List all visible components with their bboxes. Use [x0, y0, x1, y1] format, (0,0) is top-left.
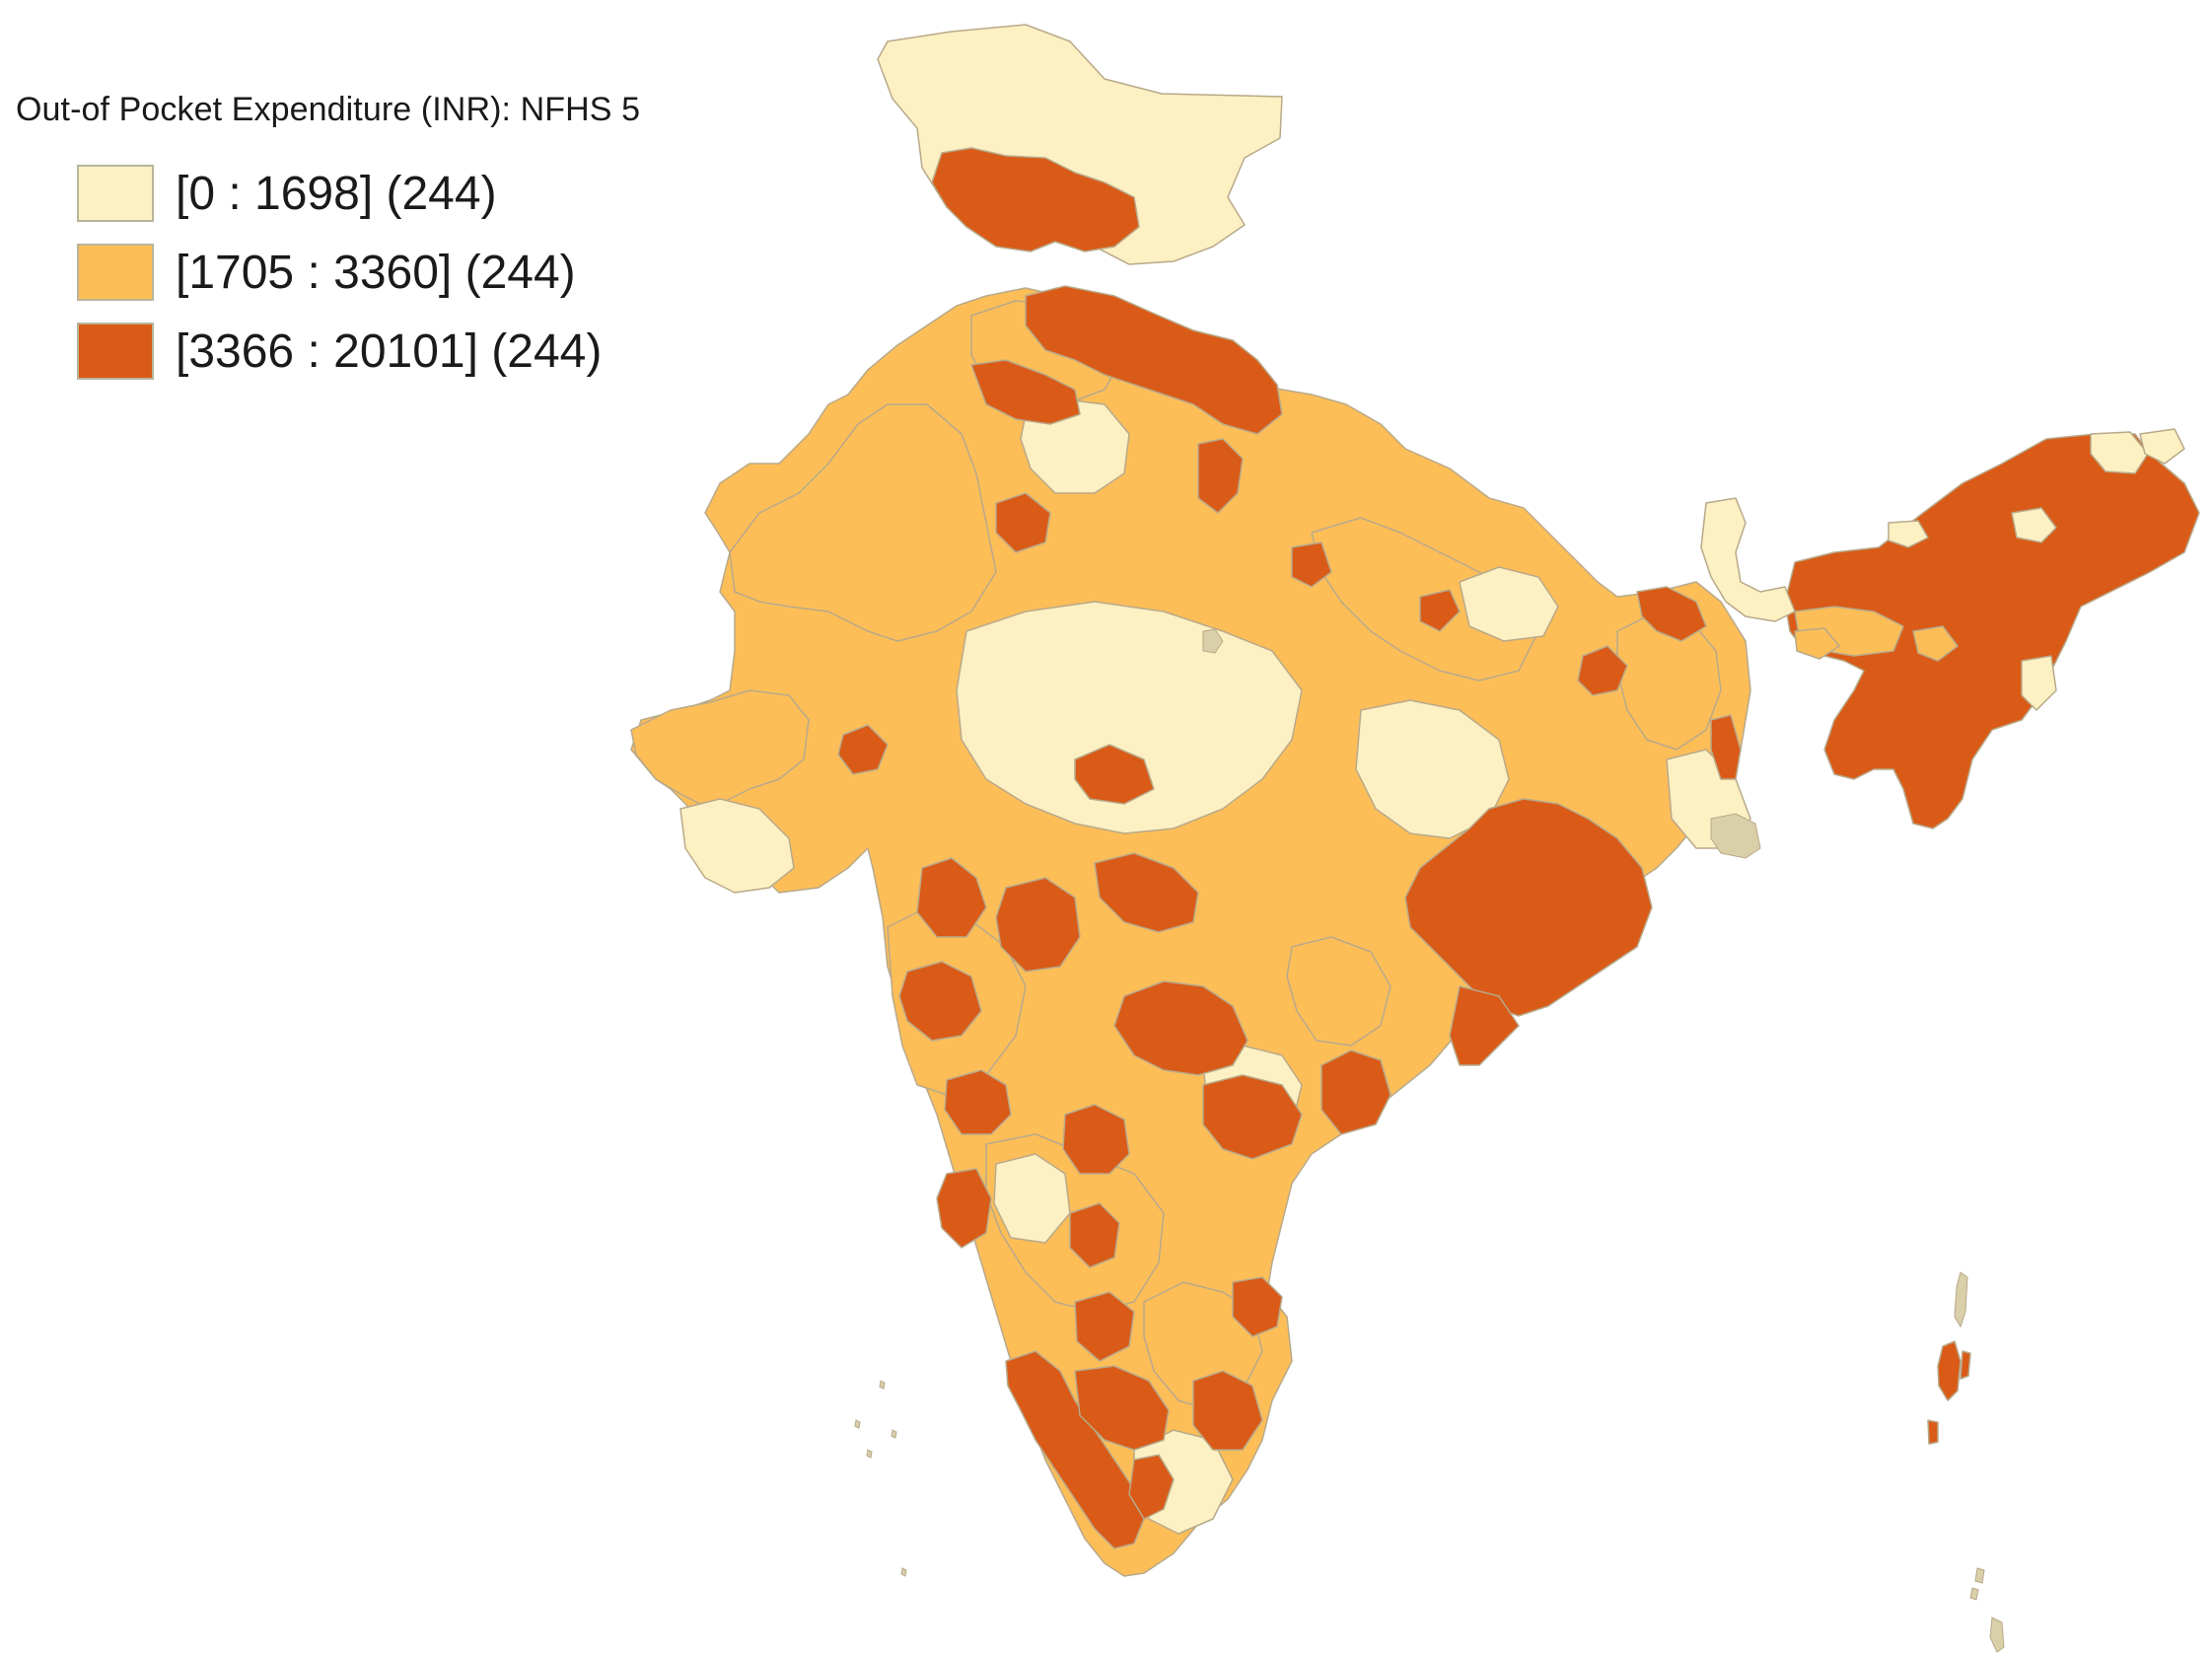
district-patch-ne-light-5 — [2139, 428, 2185, 465]
legend-swatch-medium — [77, 244, 154, 301]
district-patch-karnataka-deep — [1074, 1291, 1135, 1362]
district-patch-kerala — [1005, 1350, 1145, 1549]
district-patch-jharkhand-dark — [1577, 645, 1628, 696]
central-nodata-patch — [1202, 628, 1224, 654]
district-patch-haryana-dark — [970, 359, 1081, 425]
district-patch-gujarat — [630, 689, 810, 810]
district-patch-maharashtra-central — [995, 877, 1081, 973]
andaman-islands-north — [1954, 1271, 1968, 1329]
islands — [854, 628, 2005, 1653]
district-patch-himachal — [1025, 285, 1283, 435]
legend-title: Out-of Pocket Expenditure (INR): NFHS 5 — [16, 91, 641, 128]
district-patch-wb-north-dark — [1636, 586, 1707, 642]
district-patch-ne-light-1 — [2090, 431, 2149, 474]
legend-label-low: [0 : 1698] (244) — [176, 167, 497, 220]
region-northeast — [1784, 433, 2200, 829]
district-patch-ap-rayalaseema — [1232, 1276, 1283, 1337]
district-patch-tn-west — [1074, 1365, 1170, 1451]
andaman-islands-dark-2 — [1960, 1350, 1971, 1380]
district-patch-jk-south — [931, 147, 1140, 252]
district-patch-ap-south — [1202, 1074, 1303, 1160]
district-patch-central-light — [956, 601, 1303, 834]
legend-item-medium: [1705 : 3360] (244) — [77, 242, 640, 303]
district-patch-bihar-dark — [1419, 589, 1461, 632]
district-patch-bihar-light — [1459, 566, 1559, 642]
district-patch-maharashtra-east — [1094, 852, 1199, 933]
district-patch-mp-central — [1074, 744, 1155, 805]
map-legend: Out-of Pocket Expenditure (INR): NFHS 5 … — [16, 91, 640, 399]
legend-item-low: [0 : 1698] (244) — [77, 163, 640, 224]
district-patch-ne-medium-2 — [1794, 627, 1840, 660]
district-patch-ne-light-4 — [2021, 655, 2057, 711]
district-patch-telangana — [1113, 980, 1249, 1076]
district-patch-karnataka-south — [1069, 1202, 1120, 1268]
lakshadweep-islands — [854, 1380, 907, 1577]
district-patch-karnataka-north — [944, 1069, 1012, 1135]
district-patch-tn-south — [1128, 1454, 1175, 1520]
district-patch-ne-light-2 — [2011, 507, 2057, 543]
district-patch-up-central — [995, 492, 1051, 553]
district-patch-karnataka-light — [993, 1153, 1071, 1244]
high-class-patches — [837, 147, 1742, 1549]
district-patch-konkan — [936, 1168, 992, 1249]
district-patch-telangana-south — [1286, 936, 1391, 1046]
andaman-islands-dark-3 — [1927, 1419, 1939, 1445]
legend-swatch-low — [77, 165, 154, 222]
district-patch-rajasthan-south — [837, 724, 889, 775]
district-patch-ap-coast — [1449, 985, 1520, 1066]
district-patch-gujarat-coast — [679, 798, 795, 894]
district-patch-tn-east — [1192, 1370, 1263, 1451]
district-patch-maharashtra-west-dark — [898, 961, 982, 1042]
legend-item-high: [3366 : 20101] (244) — [77, 321, 640, 382]
sundarbans-delta — [1710, 813, 1761, 859]
legend-label-medium: [1705 : 3360] (244) — [176, 246, 576, 299]
district-patch-ne-light-3 — [1888, 520, 1929, 548]
legend-swatch-high — [77, 323, 154, 380]
district-patch-odisha — [1404, 798, 1653, 1017]
district-patch-up-west — [1197, 438, 1244, 514]
northeast-holes — [1794, 428, 2185, 711]
district-patch-up-east-dark — [1291, 541, 1332, 588]
legend-label-high: [3366 : 20101] (244) — [176, 324, 603, 378]
nicobar-islands — [1969, 1567, 2005, 1653]
andaman-islands-dark — [1937, 1340, 1962, 1402]
district-patch-bengal-east — [1710, 714, 1742, 780]
district-patch-ap-east — [1320, 1049, 1391, 1135]
district-patch-karnataka-central — [1062, 1104, 1130, 1175]
district-patch-ne-medium-1 — [1912, 625, 1959, 662]
district-patch-rajasthan-west — [729, 403, 997, 642]
region-sikkim-corridor — [1700, 497, 1796, 622]
district-patch-maharashtra-north — [916, 857, 987, 938]
